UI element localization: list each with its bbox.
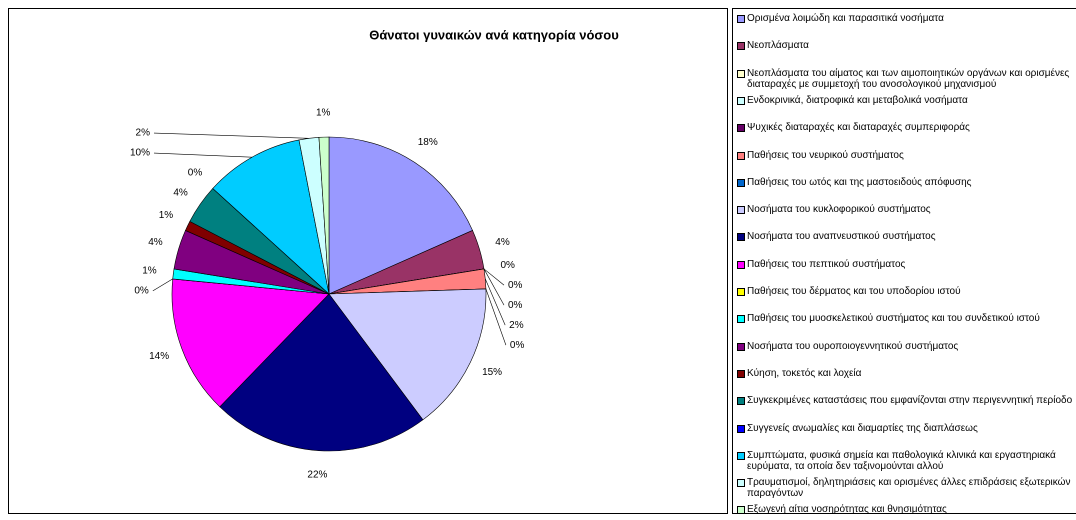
data-label: 0% [134,285,149,296]
chart: Θάνατοι γυναικών ανά κατηγορία νόσου 18%… [130,27,619,480]
legend-label: Νεοπλάσματα του αίματος και των αιμοποιη… [747,67,1070,90]
legend-label: Τραυματισμοί, δηλητηριάσεις και ορισμένε… [747,477,1071,500]
legend-entry: Παθήσεις του δέρματος και του υποδορίου … [737,286,1076,297]
legend-swatch [737,42,745,51]
legend-swatch [737,451,745,460]
leader-line [153,132,309,139]
legend-swatch [737,178,745,187]
legend-label: Παθήσεις του πεπτικού συστήματος [747,258,906,270]
data-label: 22% [307,469,327,480]
pie-slice [219,293,424,452]
legend-label: Νοσήματα του κυκλοφορικού συστήματος [747,204,931,216]
legend-entry: Ψυχικές διαταραχές και διαταραχές συμπερ… [737,122,1076,133]
legend-entry: Νοσήματα του ουροποιογεννητικού συστήματ… [737,341,1076,352]
data-label: 1% [316,108,331,119]
data-label: 0% [508,300,523,311]
legend-swatch [737,96,745,105]
legend-swatch [737,506,745,513]
legend-entry: Νοσήματα του αναπνευστικού συστήματος [737,231,1076,242]
pie-slice [171,278,330,408]
legend-swatch [737,424,745,433]
legend-swatch [737,69,745,78]
data-label: 1% [159,210,174,221]
legend-swatch [737,369,745,378]
legend-label: Εξωγενή αίτια νοσηρότητας και θνησιμότητ… [747,504,947,514]
leader-line [153,152,252,158]
data-label: 0% [188,168,203,179]
legend-entry: Συγκεκριμένες καταστάσεις που εμφανίζοντ… [737,395,1076,406]
pie-slice [328,136,473,295]
data-label: 0% [510,340,525,351]
legend-entry: Παθήσεις του νευρικού συστήματος [737,150,1076,161]
leader-line [152,278,173,292]
data-label: 14% [149,351,169,362]
legend-swatch [737,342,745,351]
data-label: 15% [482,367,502,378]
legend: Ορισμένα λοιμώδη και παρασιτικά νοσήματα… [732,8,1076,514]
legend-entry: Εξωγενή αίτια νοσηρότητας και θνησιμότητ… [737,504,1076,514]
data-label: 2% [136,128,151,139]
legend-swatch [737,206,745,215]
data-label: 4% [495,237,510,248]
legend-entry: Παθήσεις του πεπτικού συστήματος [737,259,1076,270]
legend-label: Ενδοκρινικά, διατροφικά και μεταβολικά ν… [747,94,968,106]
leader-line [485,288,507,346]
legend-swatch [737,397,745,406]
legend-swatch [737,15,745,23]
legend-entry: Νεοπλάσματα [737,40,1076,51]
legend-label: Κύηση, τοκετός και λοχεία [747,367,862,379]
legend-swatch [737,315,745,324]
legend-label: Παθήσεις του μυοσκελετικού συστήματος κα… [747,313,1040,325]
legend-label: Παθήσεις του δέρματος και του υποδορίου … [747,286,961,297]
legend-label: Παθήσεις του ωτός και της μαστοειδούς απ… [747,176,972,188]
data-label: 10% [130,148,150,159]
legend-label: Συγκεκριμένες καταστάσεις που εμφανίζοντ… [747,395,1073,407]
legend-swatch [737,233,745,242]
pie-slice [328,288,487,421]
data-label: 0% [500,260,515,271]
legend-label: Ψυχικές διαταραχές και διαταραχές συμπερ… [747,122,970,134]
legend-entry: Ενδοκρινικά, διατροφικά και μεταβολικά ν… [737,95,1076,106]
data-label: 4% [173,188,188,199]
legend-entry: Νοσήματα του κυκλοφορικού συστήματος [737,204,1076,215]
legend-swatch [737,288,745,296]
legend-swatch [737,260,745,269]
legend-label: Παθήσεις του νευρικού συστήματος [747,149,904,161]
chart-title: Θάνατοι γυναικών ανά κατηγορία νόσου [369,27,619,42]
legend-swatch [737,151,745,160]
data-label: 1% [142,265,157,276]
data-label: 18% [418,137,438,148]
legend-entry: Συμπτώματα, φυσικά σημεία και παθολογικά… [737,450,1076,472]
leader-line [483,268,505,306]
legend-label: Νεοπλάσματα [747,40,809,52]
data-label: 2% [509,320,524,331]
legend-label: Νοσήματα του ουροποιογεννητικού συστήματ… [747,340,959,352]
data-label: 4% [148,237,163,248]
legend-swatch [737,124,745,133]
legend-entry: Παθήσεις του μυοσκελετικού συστήματος κα… [737,313,1076,324]
chart-area: Θάνατοι γυναικών ανά κατηγορία νόσου 18%… [8,8,728,514]
legend-label: Συγγενείς ανωμαλίες και διαμαρτίες της δ… [747,422,978,434]
legend-entry: Ορισμένα λοιμώδη και παρασιτικά νοσήματα [737,13,1076,24]
leader-line [483,268,505,286]
leader-line [484,278,506,326]
legend-entry: Κύηση, τοκετός και λοχεία [737,368,1076,379]
legend-label: Νοσήματα του αναπνευστικού συστήματος [747,231,936,243]
legend-entry: Τραυματισμοί, δηλητηριάσεις και ορισμένε… [737,477,1076,499]
pie-slice [318,136,330,295]
legend-entry: Συγγενείς ανωμαλίες και διαμαρτίες της δ… [737,423,1076,434]
data-label: 0% [508,280,523,291]
legend-label: Συμπτώματα, φυσικά σημεία και παθολογικά… [747,449,1056,472]
legend-swatch [737,479,745,488]
legend-label: Ορισμένα λοιμώδη και παρασιτικά νοσήματα [747,13,944,24]
legend-entry: Παθήσεις του ωτός και της μαστοειδούς απ… [737,177,1076,188]
legend-entry: Νεοπλάσματα του αίματος και των αιμοποιη… [737,68,1076,90]
